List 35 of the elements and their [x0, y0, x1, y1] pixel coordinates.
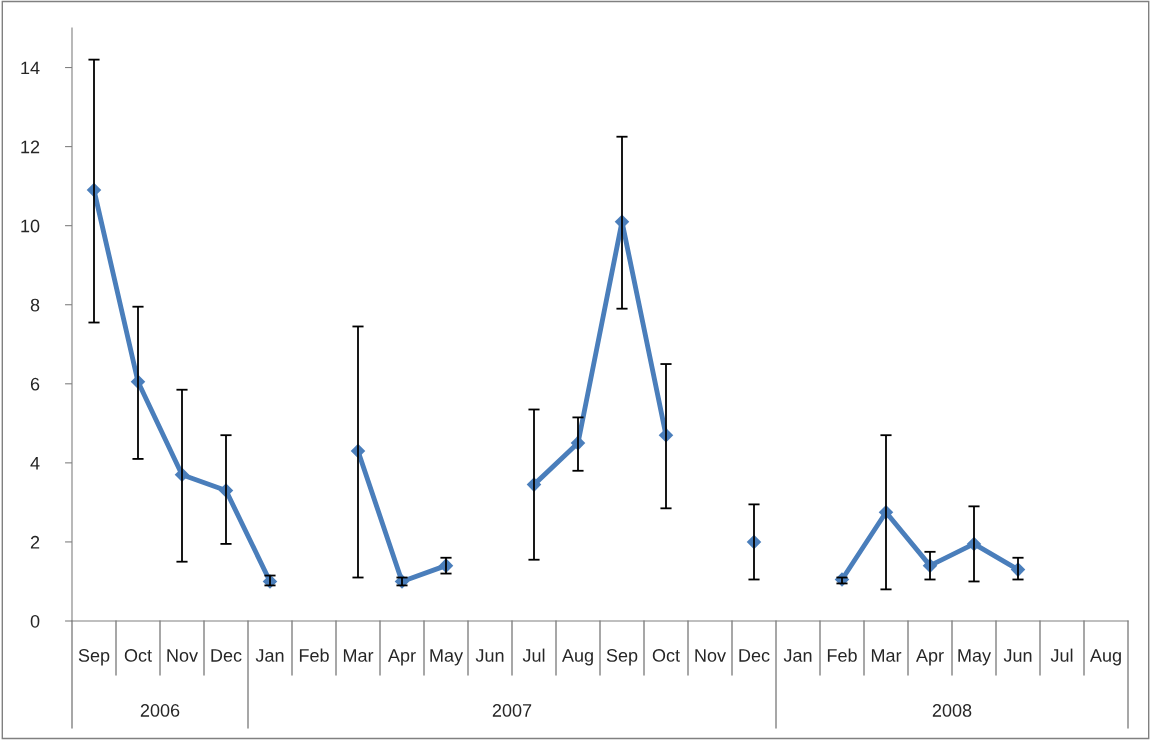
- x-tick-label: Nov: [695, 649, 726, 662]
- x-tick-label: Aug: [1089, 649, 1121, 666]
- text: 2008: [932, 704, 972, 717]
- y-tick-label: 8: [30, 298, 40, 312]
- x-tick-label: Mar: [343, 649, 374, 662]
- x-tick-label: Sep: [606, 649, 638, 666]
- y-tick-label: 6: [30, 377, 40, 391]
- y-tick-label: 12: [21, 140, 40, 154]
- x-tick-label: May: [958, 649, 992, 666]
- x-tick-label: Feb: [299, 648, 329, 662]
- x-tick-label: Nov: [167, 649, 198, 662]
- x-tick-label: Jul: [1050, 648, 1073, 662]
- x-tick-label: Jul: [522, 648, 545, 662]
- x-tick-label: Jan: [255, 649, 284, 662]
- x-tick-label: Jun: [475, 649, 504, 662]
- x-tick-label: Jun: [1003, 649, 1032, 662]
- x-tick-label: Dec: [211, 649, 242, 662]
- x-tick-label: Sep: [78, 649, 110, 666]
- x-tick-label: Apr: [387, 649, 416, 666]
- y-tick-label: 10: [21, 219, 40, 233]
- x-tick-label: Oct: [652, 649, 680, 662]
- y-tick-label: 14: [21, 61, 40, 75]
- text: 2007: [492, 704, 532, 717]
- text: 2006: [140, 704, 180, 717]
- y-tick-label: 0: [30, 614, 40, 628]
- x-tick-label: Aug: [561, 649, 593, 666]
- x-tick-label: Feb: [827, 648, 857, 662]
- x-tick-label: Jan: [783, 649, 812, 662]
- x-tick-label: Dec: [739, 649, 770, 662]
- x-tick-label: Apr: [915, 649, 944, 666]
- y-tick-label: 2: [30, 535, 40, 549]
- x-tick-label: May: [430, 649, 464, 666]
- y-tick-label: 4: [30, 456, 40, 470]
- x-tick-label: Mar: [871, 649, 902, 662]
- x-tick-label: Oct: [124, 649, 152, 662]
